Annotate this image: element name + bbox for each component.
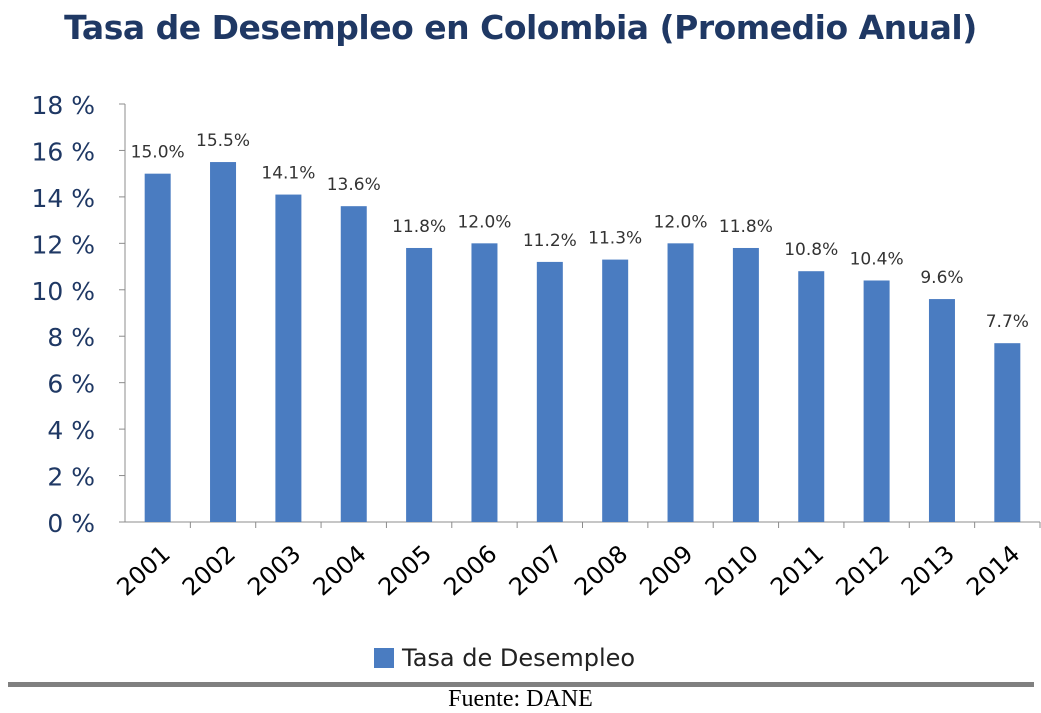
bar [798,271,825,522]
x-tick-label: 2006 [438,540,502,602]
data-label: 7.7% [986,312,1029,332]
x-tick-label: 2014 [961,540,1025,602]
data-labels: 15.0% 15.5% 14.1% 13.6% 11.8% 12.0% 11.2% 11.3%… [131,131,1029,332]
bar [863,280,890,522]
data-label: 11.2% [523,231,577,251]
x-tick-label: 2013 [896,540,960,602]
bar [928,299,955,522]
chart-title: Tasa de Desempleo en Colombia (Promedio … [64,8,977,47]
x-tick-label: 2011 [765,540,829,602]
bar [536,261,563,522]
bar [275,194,302,523]
data-label: 15.5% [196,131,250,151]
x-axis: 2001 2002 2003 2004 2005 2006 2007 2008 2009 2010… [112,521,1041,602]
y-tick-label: 14 % [31,184,95,213]
bar [210,162,237,523]
bars [144,162,1021,523]
legend-label: Tasa de Desempleo [402,644,636,672]
x-tick-label: 2009 [634,540,698,602]
y-tick-label: 12 % [31,230,95,259]
legend: Tasa de Desempleo [374,642,635,674]
bar [340,206,367,522]
bar [144,173,171,522]
source-note: Fuente: DANE [448,686,593,712]
data-label: 12.0% [457,212,511,232]
y-tick-label: 6 % [47,370,95,399]
y-tick-label: 18 % [31,91,95,120]
bar [406,247,433,522]
y-tick-label: 4 % [47,416,95,445]
x-tick-label: 2004 [308,540,372,602]
x-tick-label: 2008 [569,540,633,602]
x-tick-label: 2005 [373,540,437,602]
y-axis: 0 % 2 % 4 % 6 % 8 % 10 % 12 % 14 % 16 % 18 % [31,91,126,538]
bar [602,259,629,522]
bar [667,243,694,523]
data-label: 9.6% [920,268,963,288]
legend-swatch-icon [374,648,394,668]
y-tick-label: 10 % [31,277,95,306]
x-tick-label: 2002 [177,540,241,602]
x-tick-label: 2007 [504,540,568,602]
divider [8,682,1034,687]
data-label: 14.1% [261,164,315,184]
data-label: 10.8% [784,240,838,260]
y-tick-label: 0 % [47,509,95,538]
data-label: 11.8% [392,217,446,237]
bar [732,247,759,522]
x-tick-label: 2003 [242,540,306,602]
y-tick-label: 2 % [47,463,95,492]
x-tick-label: 2012 [830,540,894,602]
data-label: 10.4% [850,249,904,269]
bar [471,243,498,523]
bar [994,343,1021,522]
y-tick-label: 8 % [47,323,95,352]
data-label: 15.0% [131,143,185,163]
data-label: 11.8% [719,217,773,237]
data-label: 11.3% [588,229,642,249]
y-tick-label: 16 % [31,137,95,166]
x-tick-label: 2001 [112,540,176,602]
data-label: 13.6% [327,175,381,195]
data-label: 12.0% [654,212,708,232]
x-tick-label: 2010 [700,540,764,602]
